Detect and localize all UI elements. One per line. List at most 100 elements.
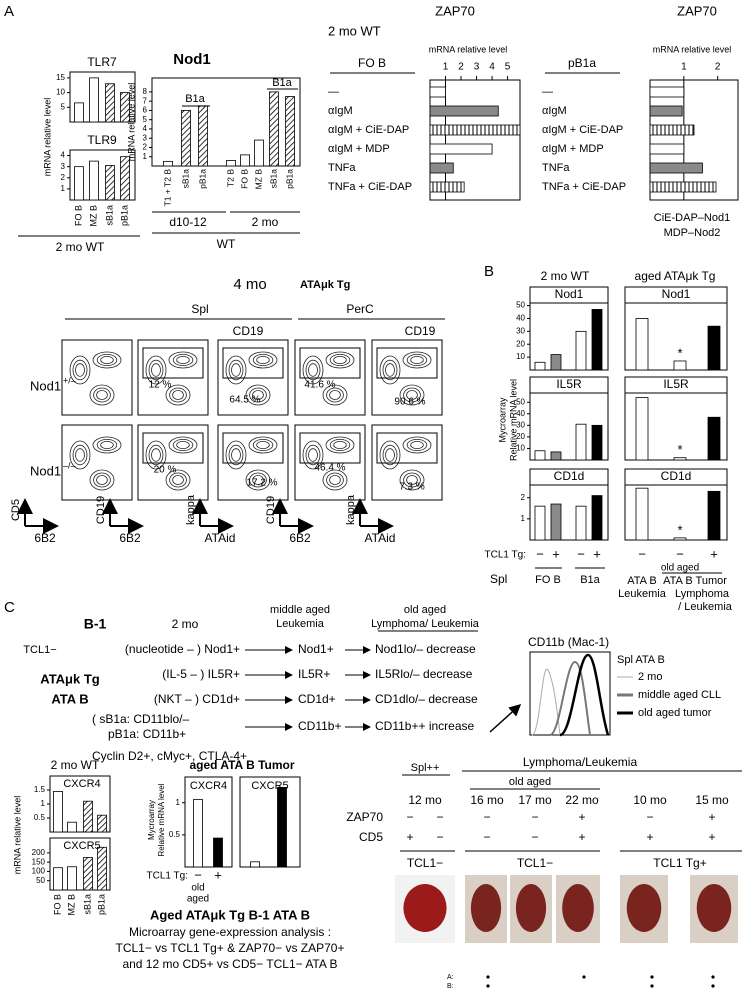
contour <box>308 448 318 462</box>
label: 15 mo <box>695 793 729 807</box>
gate <box>299 347 361 379</box>
bar <box>277 786 287 868</box>
chart-frame <box>529 484 609 541</box>
bar <box>240 154 250 167</box>
bar <box>429 143 493 155</box>
contour <box>305 444 321 466</box>
label: CD11b++ increase <box>375 719 474 733</box>
contour <box>248 351 278 369</box>
chart-title: IL5R <box>663 377 689 391</box>
bar <box>254 139 264 167</box>
label: B1a <box>185 93 205 105</box>
label: ATAμk Tg <box>40 671 100 686</box>
y-tick-label: 1 <box>143 152 148 161</box>
contour <box>245 384 271 406</box>
summary: TCL1− vs TCL1 Tg+ & ZAP70− vs ZAP70+ <box>115 941 344 955</box>
x-tick-label: FO B <box>239 169 249 189</box>
contour <box>252 353 274 366</box>
axis-label: ATAid <box>205 531 236 545</box>
contour <box>96 390 108 400</box>
contour <box>72 444 88 466</box>
label: − <box>531 810 538 824</box>
row-label: αIgM <box>542 105 567 117</box>
label: CD11b (Mac-1) <box>528 635 609 649</box>
flow-plot <box>137 339 209 416</box>
label: + <box>710 546 718 561</box>
bar <box>534 361 546 371</box>
bar <box>74 102 84 123</box>
contour <box>252 438 274 451</box>
bar <box>105 165 115 201</box>
bar <box>120 156 130 201</box>
group-label: WT <box>217 237 236 251</box>
flow-plot <box>217 424 289 501</box>
label: (nucleotide – ) Nod1+ <box>125 642 240 656</box>
chart-title: Nod1 <box>555 287 584 301</box>
y-tick-label: 40 <box>516 409 525 418</box>
bar <box>67 866 77 891</box>
contour <box>89 469 115 491</box>
label: − <box>676 546 684 561</box>
y-tick-label: 1 <box>41 799 46 808</box>
contour <box>410 440 424 449</box>
row-label: αIgM <box>328 105 353 117</box>
contour <box>93 387 111 403</box>
x-tick-label: MZ B <box>253 169 263 190</box>
bar <box>181 110 191 167</box>
label: B-1 <box>84 616 107 632</box>
dot <box>486 984 490 988</box>
contour <box>256 355 270 364</box>
label: A: <box>447 974 454 981</box>
chart-title: CXCR5 <box>63 840 100 852</box>
dot <box>650 984 654 988</box>
y-tick-label: 50 <box>516 301 525 310</box>
cell-label: pB1a <box>568 56 596 70</box>
y-tick-label: 20 <box>516 339 525 348</box>
label: old aged <box>404 604 446 616</box>
y-tick-label: 7 <box>143 96 148 105</box>
contour <box>75 363 85 377</box>
y-tick-label: 8 <box>143 87 148 96</box>
contour <box>75 448 85 462</box>
header: aged ATAμk Tg <box>635 269 716 283</box>
label: TCL1− <box>407 856 443 870</box>
percent-label: 17.2 % <box>246 478 277 489</box>
label: pB1a: CD11b+ <box>108 727 186 741</box>
bar <box>635 397 649 461</box>
y-tick-label: 1 <box>176 798 181 807</box>
bar <box>429 181 465 193</box>
bar <box>673 537 687 541</box>
contour <box>100 355 114 364</box>
bar <box>575 423 587 461</box>
bar <box>534 505 546 541</box>
label: − <box>483 830 490 844</box>
bar <box>193 799 203 868</box>
bar <box>635 318 649 371</box>
percent-label: 7.3 % <box>399 482 425 493</box>
label: Lymphoma <box>675 588 730 600</box>
label: (IL-5 – ) IL5R+ <box>162 667 240 681</box>
bar <box>649 86 685 98</box>
bar <box>429 124 521 136</box>
row-label: TNFa + CiE-DAP <box>542 181 626 193</box>
contour <box>168 351 198 369</box>
y-tick-label: 150 <box>32 857 46 866</box>
chart-frame <box>239 776 301 868</box>
y-tick-label: 2 <box>61 173 66 182</box>
y-tick-label: 3 <box>143 133 148 142</box>
flow-plot <box>371 424 443 501</box>
label: CD1d+ <box>298 692 336 706</box>
label: 12 mo <box>408 793 442 807</box>
row-label: Nod1 <box>30 463 61 478</box>
contour <box>329 353 351 366</box>
label: + <box>593 546 601 561</box>
x-tick-label: T2 B <box>225 169 235 187</box>
bar <box>591 495 603 541</box>
label: TCL1 Tg: <box>485 550 527 561</box>
label: 2 mo <box>172 617 199 631</box>
x-tick-label: pB1a <box>197 169 207 189</box>
contour <box>325 351 355 369</box>
label: IL5R+ <box>298 667 330 681</box>
spleen <box>696 884 732 932</box>
label: Spl <box>490 572 507 586</box>
